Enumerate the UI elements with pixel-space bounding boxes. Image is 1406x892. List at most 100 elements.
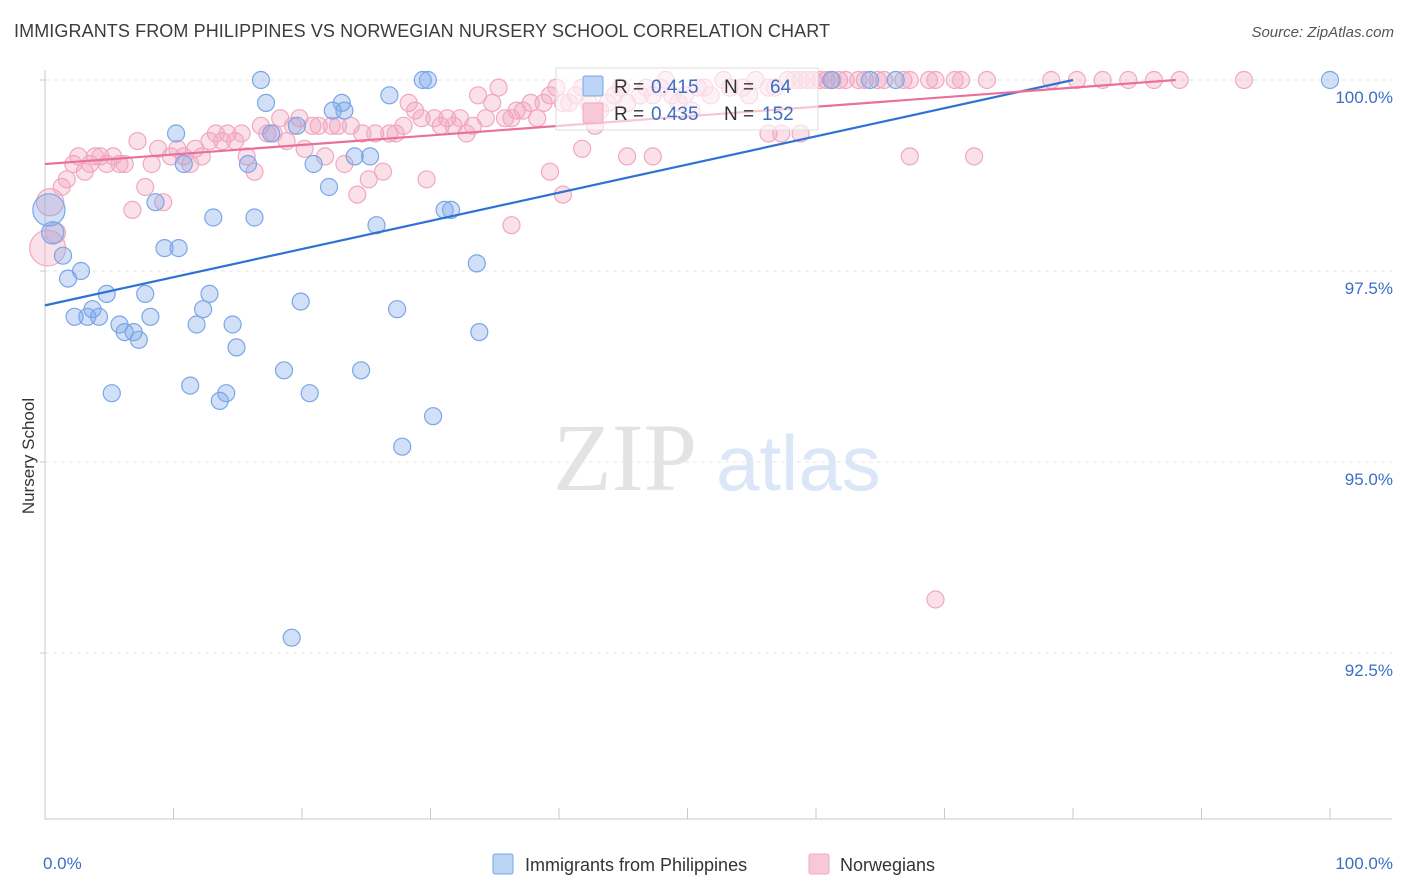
- point-norwegians: [553, 185, 573, 204]
- point-philippines: [89, 307, 109, 326]
- point-philippines: [53, 246, 73, 265]
- point-norwegians: [534, 93, 553, 113]
- point-philippines: [335, 101, 354, 120]
- point-philippines: [136, 284, 155, 303]
- point-philippines: [40, 221, 65, 245]
- point-philippines: [467, 254, 486, 273]
- point-philippines: [141, 307, 160, 326]
- point-philippines: [424, 407, 443, 426]
- point-norwegians: [926, 70, 945, 90]
- y-tick-labels: 100.0% 97.5% 95.0% 92.5%: [1335, 88, 1393, 680]
- y-tick-label: 95.0%: [1345, 470, 1393, 489]
- point-philippines: [262, 124, 281, 143]
- trend-line-philippines: [44, 78, 1074, 307]
- point-norwegians: [513, 101, 533, 120]
- point-norwegians: [128, 132, 147, 151]
- point-norwegians: [1119, 70, 1138, 90]
- stats-r-value-1: 0.415: [651, 77, 699, 98]
- point-norwegians: [438, 109, 457, 128]
- point-philippines: [393, 437, 412, 456]
- legend: Immigrants from Philippines Norwegians: [492, 853, 935, 875]
- point-philippines: [282, 628, 301, 647]
- point-norwegians: [900, 147, 919, 166]
- y-axis-title: Nursery School: [19, 398, 38, 514]
- point-philippines: [181, 376, 200, 395]
- point-philippines: [860, 70, 880, 90]
- point-norwegians: [123, 200, 142, 219]
- point-philippines: [167, 124, 186, 143]
- point-norwegians: [366, 124, 385, 143]
- point-philippines: [256, 93, 276, 113]
- point-philippines: [388, 300, 407, 319]
- point-norwegians: [322, 116, 341, 135]
- point-philippines: [217, 384, 236, 403]
- chart-title: IMMIGRANTS FROM PHILIPPINES VS NORWEGIAN…: [14, 21, 831, 41]
- stats-r-label-1: R =: [614, 77, 644, 98]
- x-tick-label-min: 0.0%: [43, 854, 82, 873]
- point-philippines: [251, 70, 270, 90]
- point-norwegians: [476, 109, 495, 128]
- legend-swatch-philippines: [492, 853, 514, 875]
- point-norwegians: [836, 70, 855, 90]
- point-philippines: [155, 239, 174, 258]
- point-philippines: [274, 361, 294, 380]
- point-philippines: [345, 147, 364, 166]
- legend-label-philippines: Immigrants from Philippines: [525, 855, 747, 875]
- point-philippines: [146, 193, 165, 212]
- point-norwegians: [136, 177, 155, 197]
- point-norwegians: [57, 170, 76, 189]
- point-philippines: [71, 261, 91, 281]
- point-norwegians: [192, 147, 211, 166]
- chart-source: Source: ZipAtlas.com: [1251, 24, 1394, 41]
- point-philippines: [413, 70, 432, 90]
- point-norwegians: [394, 116, 413, 135]
- watermark: ZIP atlas: [553, 404, 881, 511]
- point-norwegians: [507, 101, 526, 120]
- point-norwegians: [142, 154, 161, 174]
- point-norwegians: [237, 147, 256, 166]
- stats-swatch-philippines: [582, 75, 604, 97]
- stats-box: R = 0.415 N = 64 R = 0.435 N = 152: [555, 67, 819, 131]
- point-philippines: [169, 239, 188, 258]
- point-philippines: [1320, 70, 1340, 90]
- point-norwegians: [283, 116, 303, 135]
- y-tick-label: 97.5%: [1345, 279, 1393, 298]
- point-philippines: [352, 361, 371, 380]
- point-norwegians: [412, 109, 431, 128]
- point-norwegians: [373, 162, 393, 181]
- point-norwegians: [521, 93, 540, 113]
- point-philippines: [361, 147, 380, 166]
- point-norwegians: [528, 109, 547, 128]
- point-philippines: [65, 307, 84, 326]
- point-norwegians: [425, 109, 444, 128]
- point-norwegians: [115, 154, 134, 174]
- point-norwegians: [919, 70, 939, 90]
- point-norwegians: [572, 139, 592, 158]
- point-norwegians: [868, 70, 887, 90]
- point-norwegians: [1234, 70, 1254, 90]
- point-norwegians: [926, 590, 945, 609]
- point-philippines: [319, 177, 339, 197]
- point-philippines: [822, 70, 841, 90]
- point-philippines: [380, 86, 399, 105]
- point-philippines: [442, 200, 461, 219]
- point-norwegians: [900, 70, 919, 90]
- point-philippines: [418, 70, 437, 90]
- point-norwegians: [894, 70, 913, 90]
- point-norwegians: [295, 139, 314, 158]
- point-philippines: [194, 300, 213, 319]
- watermark-atlas: atlas: [716, 419, 881, 507]
- stats-r-value-2: 0.435: [651, 104, 699, 125]
- stats-n-label-1: N =: [724, 77, 754, 98]
- point-norwegians: [540, 162, 560, 181]
- point-norwegians: [417, 170, 436, 189]
- stats-r-label-2: R =: [614, 104, 644, 125]
- point-norwegians: [1144, 70, 1164, 90]
- point-philippines: [304, 154, 323, 174]
- scatter-points: [29, 70, 1340, 647]
- point-norwegians: [232, 124, 251, 143]
- point-philippines: [129, 330, 148, 349]
- point-philippines: [300, 384, 319, 403]
- point-philippines: [102, 384, 121, 403]
- stats-n-value-1: 64: [770, 77, 792, 98]
